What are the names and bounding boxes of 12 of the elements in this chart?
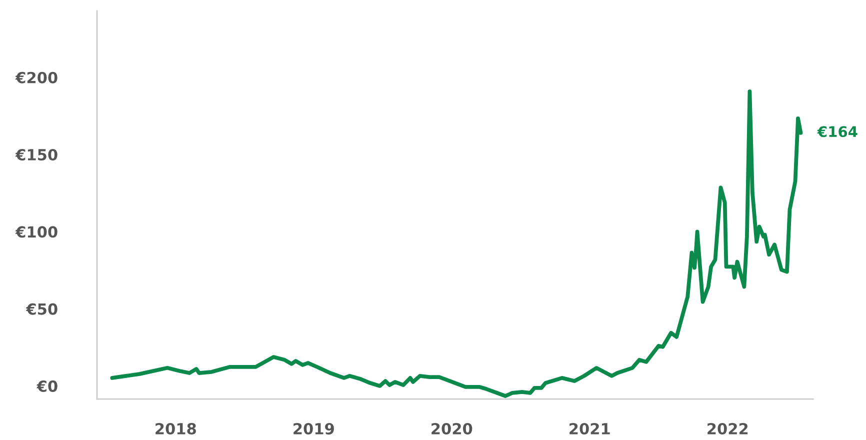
y-tick-label: €50: [26, 303, 58, 315]
y-tick-label: €100: [15, 226, 58, 238]
x-tick-label: 2019: [294, 422, 334, 435]
y-tick-label: €200: [15, 72, 58, 84]
y-tick-label: €0: [36, 380, 58, 392]
line-series: [110, 89, 803, 398]
x-tick-label: 2021: [570, 422, 610, 435]
annotation: €164: [817, 126, 858, 138]
x-tick-label: 2020: [432, 422, 472, 435]
x-tick-label: 2018: [156, 422, 196, 435]
x-tick-label: 2022: [708, 422, 748, 435]
y-tick-label: €150: [15, 148, 58, 161]
